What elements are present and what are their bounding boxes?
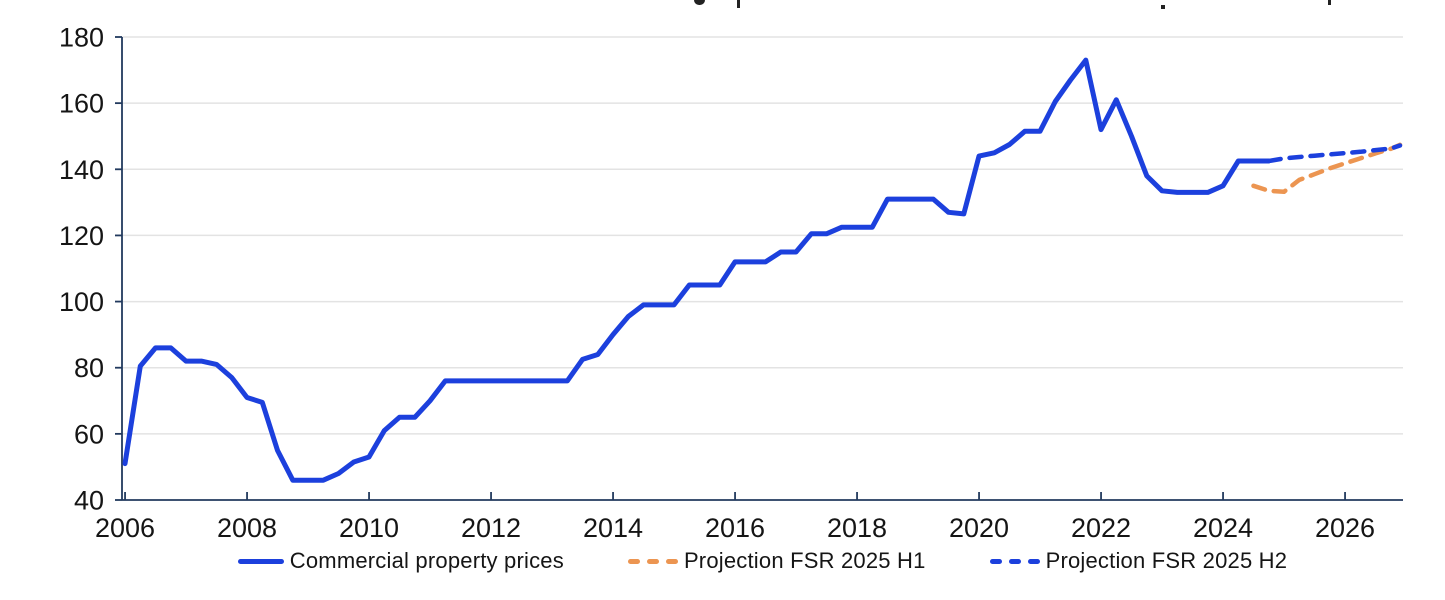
y-tick-label-100: 100	[59, 287, 104, 317]
x-tick-label-2020: 2020	[949, 513, 1009, 543]
x-tick-label-2018: 2018	[827, 513, 887, 543]
legend-item-commercial-property-prices: Commercial property prices	[237, 548, 564, 574]
x-tick-label-2012: 2012	[461, 513, 521, 543]
legend-swatch-dashed-line	[627, 558, 678, 564]
x-tick-label-2016: 2016	[705, 513, 765, 543]
series-commercial-property-prices	[122, 57, 1272, 483]
y-tick-label-160: 160	[59, 89, 104, 119]
x-tick-label-2024: 2024	[1193, 513, 1253, 543]
line-plot: 40 60 80 100 120 140 160 180 2006 2008 2010 2012 201…	[59, 23, 1403, 543]
legend-swatch-dashed-line	[989, 558, 1040, 564]
y-tick-label-120: 120	[59, 221, 104, 251]
x-tick-label-2006: 2006	[95, 513, 155, 543]
x-tick-label-2008: 2008	[217, 513, 277, 543]
chart-legend: Commercial property prices Projection FS…	[122, 548, 1403, 574]
series-projection-fsr-2025-h1	[1251, 142, 1403, 195]
cropped-title-fragment	[1161, 5, 1165, 9]
legend-label: Projection FSR 2025 H1	[683, 548, 926, 573]
x-tick-label-2022: 2022	[1071, 513, 1131, 543]
x-tick-label-2010: 2010	[339, 513, 399, 543]
legend-label: Projection FSR 2025 H2	[1045, 548, 1288, 573]
y-tick-label-140: 140	[59, 155, 104, 185]
legend-label: Commercial property prices	[289, 548, 564, 573]
legend-swatch-solid-line	[237, 558, 284, 564]
legend-item-projection-fsr-2025-h1: Projection FSR 2025 H1	[627, 548, 926, 574]
x-tick-label-2026: 2026	[1315, 513, 1375, 543]
x-tick-label-2014: 2014	[583, 513, 643, 543]
cropped-title-fragment	[1328, 0, 1331, 5]
series-projection-fsr-2025-h2	[1266, 143, 1403, 164]
cropped-title-fragment	[737, 0, 740, 8]
y-tick-label-80: 80	[74, 353, 104, 383]
cropped-title-fragment	[694, 0, 705, 5]
legend-item-projection-fsr-2025-h2: Projection FSR 2025 H2	[989, 548, 1288, 574]
y-tick-label-60: 60	[74, 419, 104, 449]
y-tick-label-180: 180	[59, 23, 104, 53]
y-tick-label-40: 40	[74, 486, 104, 516]
